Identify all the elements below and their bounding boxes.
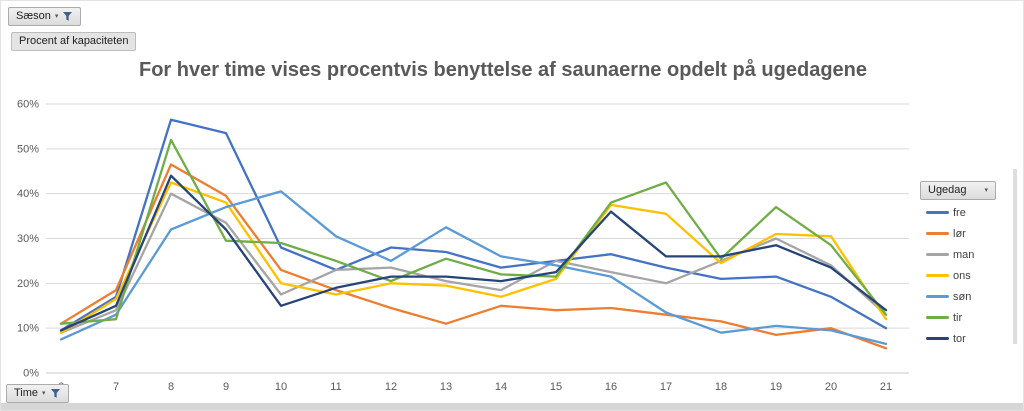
dropdown-arrow-icon: ▾ [54, 13, 59, 20]
y-tick-label: 40% [17, 188, 39, 200]
weekday-legend-label: Ugedag [928, 184, 967, 196]
legend-label: man [953, 248, 975, 261]
x-tick-label: 12 [385, 381, 397, 393]
dropdown-arrow-icon: ▾ [984, 187, 989, 194]
time-filter-button[interactable]: Time ▾ [6, 384, 69, 403]
filter-funnel-icon [62, 11, 73, 22]
legend-item-tor: tor [926, 328, 974, 349]
legend-item-lør: lør [926, 223, 974, 244]
season-filter-button[interactable]: Sæson ▾ [8, 7, 82, 26]
legend-item-søn: søn [926, 286, 974, 307]
legend-label: fre [953, 206, 966, 219]
x-tick-label: 17 [660, 381, 672, 393]
y-tick-label: 0% [23, 368, 39, 380]
series-line-tir [59, 138, 888, 325]
y-tick-label: 10% [17, 323, 39, 335]
legend-swatch-tor [926, 337, 949, 340]
x-tick-label: 20 [825, 381, 837, 393]
series-line-ons [59, 181, 888, 334]
legend-item-fre: fre [926, 202, 974, 223]
x-tick-label: 19 [770, 381, 782, 393]
series-line-fre [59, 118, 888, 332]
legend-swatch-lør [926, 232, 949, 235]
series-line-søn [59, 190, 888, 346]
chart-title: For hver time vises procentvis benyttels… [138, 59, 867, 81]
legend-label: tor [953, 332, 966, 345]
chart-legend: fre lør man ons søn tir tor [926, 202, 974, 349]
bottom-edge-strip [1, 403, 1023, 410]
legend-item-tir: tir [926, 307, 974, 328]
legend-swatch-fre [926, 211, 949, 214]
right-edge-shading [1013, 169, 1017, 344]
time-filter-label: Time [14, 387, 39, 399]
legend-swatch-ons [926, 274, 949, 277]
series-line-tor [59, 174, 888, 332]
legend-item-ons: ons [926, 265, 974, 286]
legend-swatch-man [926, 253, 949, 256]
season-filter-label: Sæson [16, 10, 51, 22]
legend-label: lør [953, 227, 966, 240]
dropdown-arrow-icon: ▾ [42, 390, 46, 397]
x-tick-label: 8 [168, 381, 174, 393]
legend-swatch-tir [926, 316, 949, 319]
series-line-lør [59, 163, 888, 350]
x-tick-label: 16 [605, 381, 617, 393]
y-tick-label: 50% [17, 143, 39, 155]
x-tick-label: 21 [880, 381, 892, 393]
legend-item-man: man [926, 244, 974, 265]
weekday-legend-button[interactable]: Ugedag ▾ [920, 181, 997, 200]
value-field-label: Procent af kapaciteten [19, 35, 129, 47]
value-field-button[interactable]: Procent af kapaciteten [11, 32, 137, 51]
x-tick-label: 14 [495, 381, 507, 393]
series-line-man [59, 192, 888, 334]
x-tick-label: 7 [113, 381, 119, 393]
y-tick-label: 30% [17, 233, 39, 245]
y-tick-label: 60% [17, 99, 39, 111]
legend-swatch-søn [926, 295, 949, 298]
legend-label: søn [953, 290, 972, 303]
x-tick-label: 10 [275, 381, 287, 393]
x-tick-label: 18 [715, 381, 727, 393]
x-tick-label: 15 [550, 381, 562, 393]
legend-label: tir [953, 311, 963, 324]
x-tick-label: 13 [440, 381, 452, 393]
y-tick-label: 20% [17, 278, 39, 290]
filter-funnel-icon [50, 388, 61, 399]
legend-label: ons [953, 269, 971, 282]
x-tick-label: 9 [223, 381, 229, 393]
x-tick-label: 11 [330, 381, 341, 393]
